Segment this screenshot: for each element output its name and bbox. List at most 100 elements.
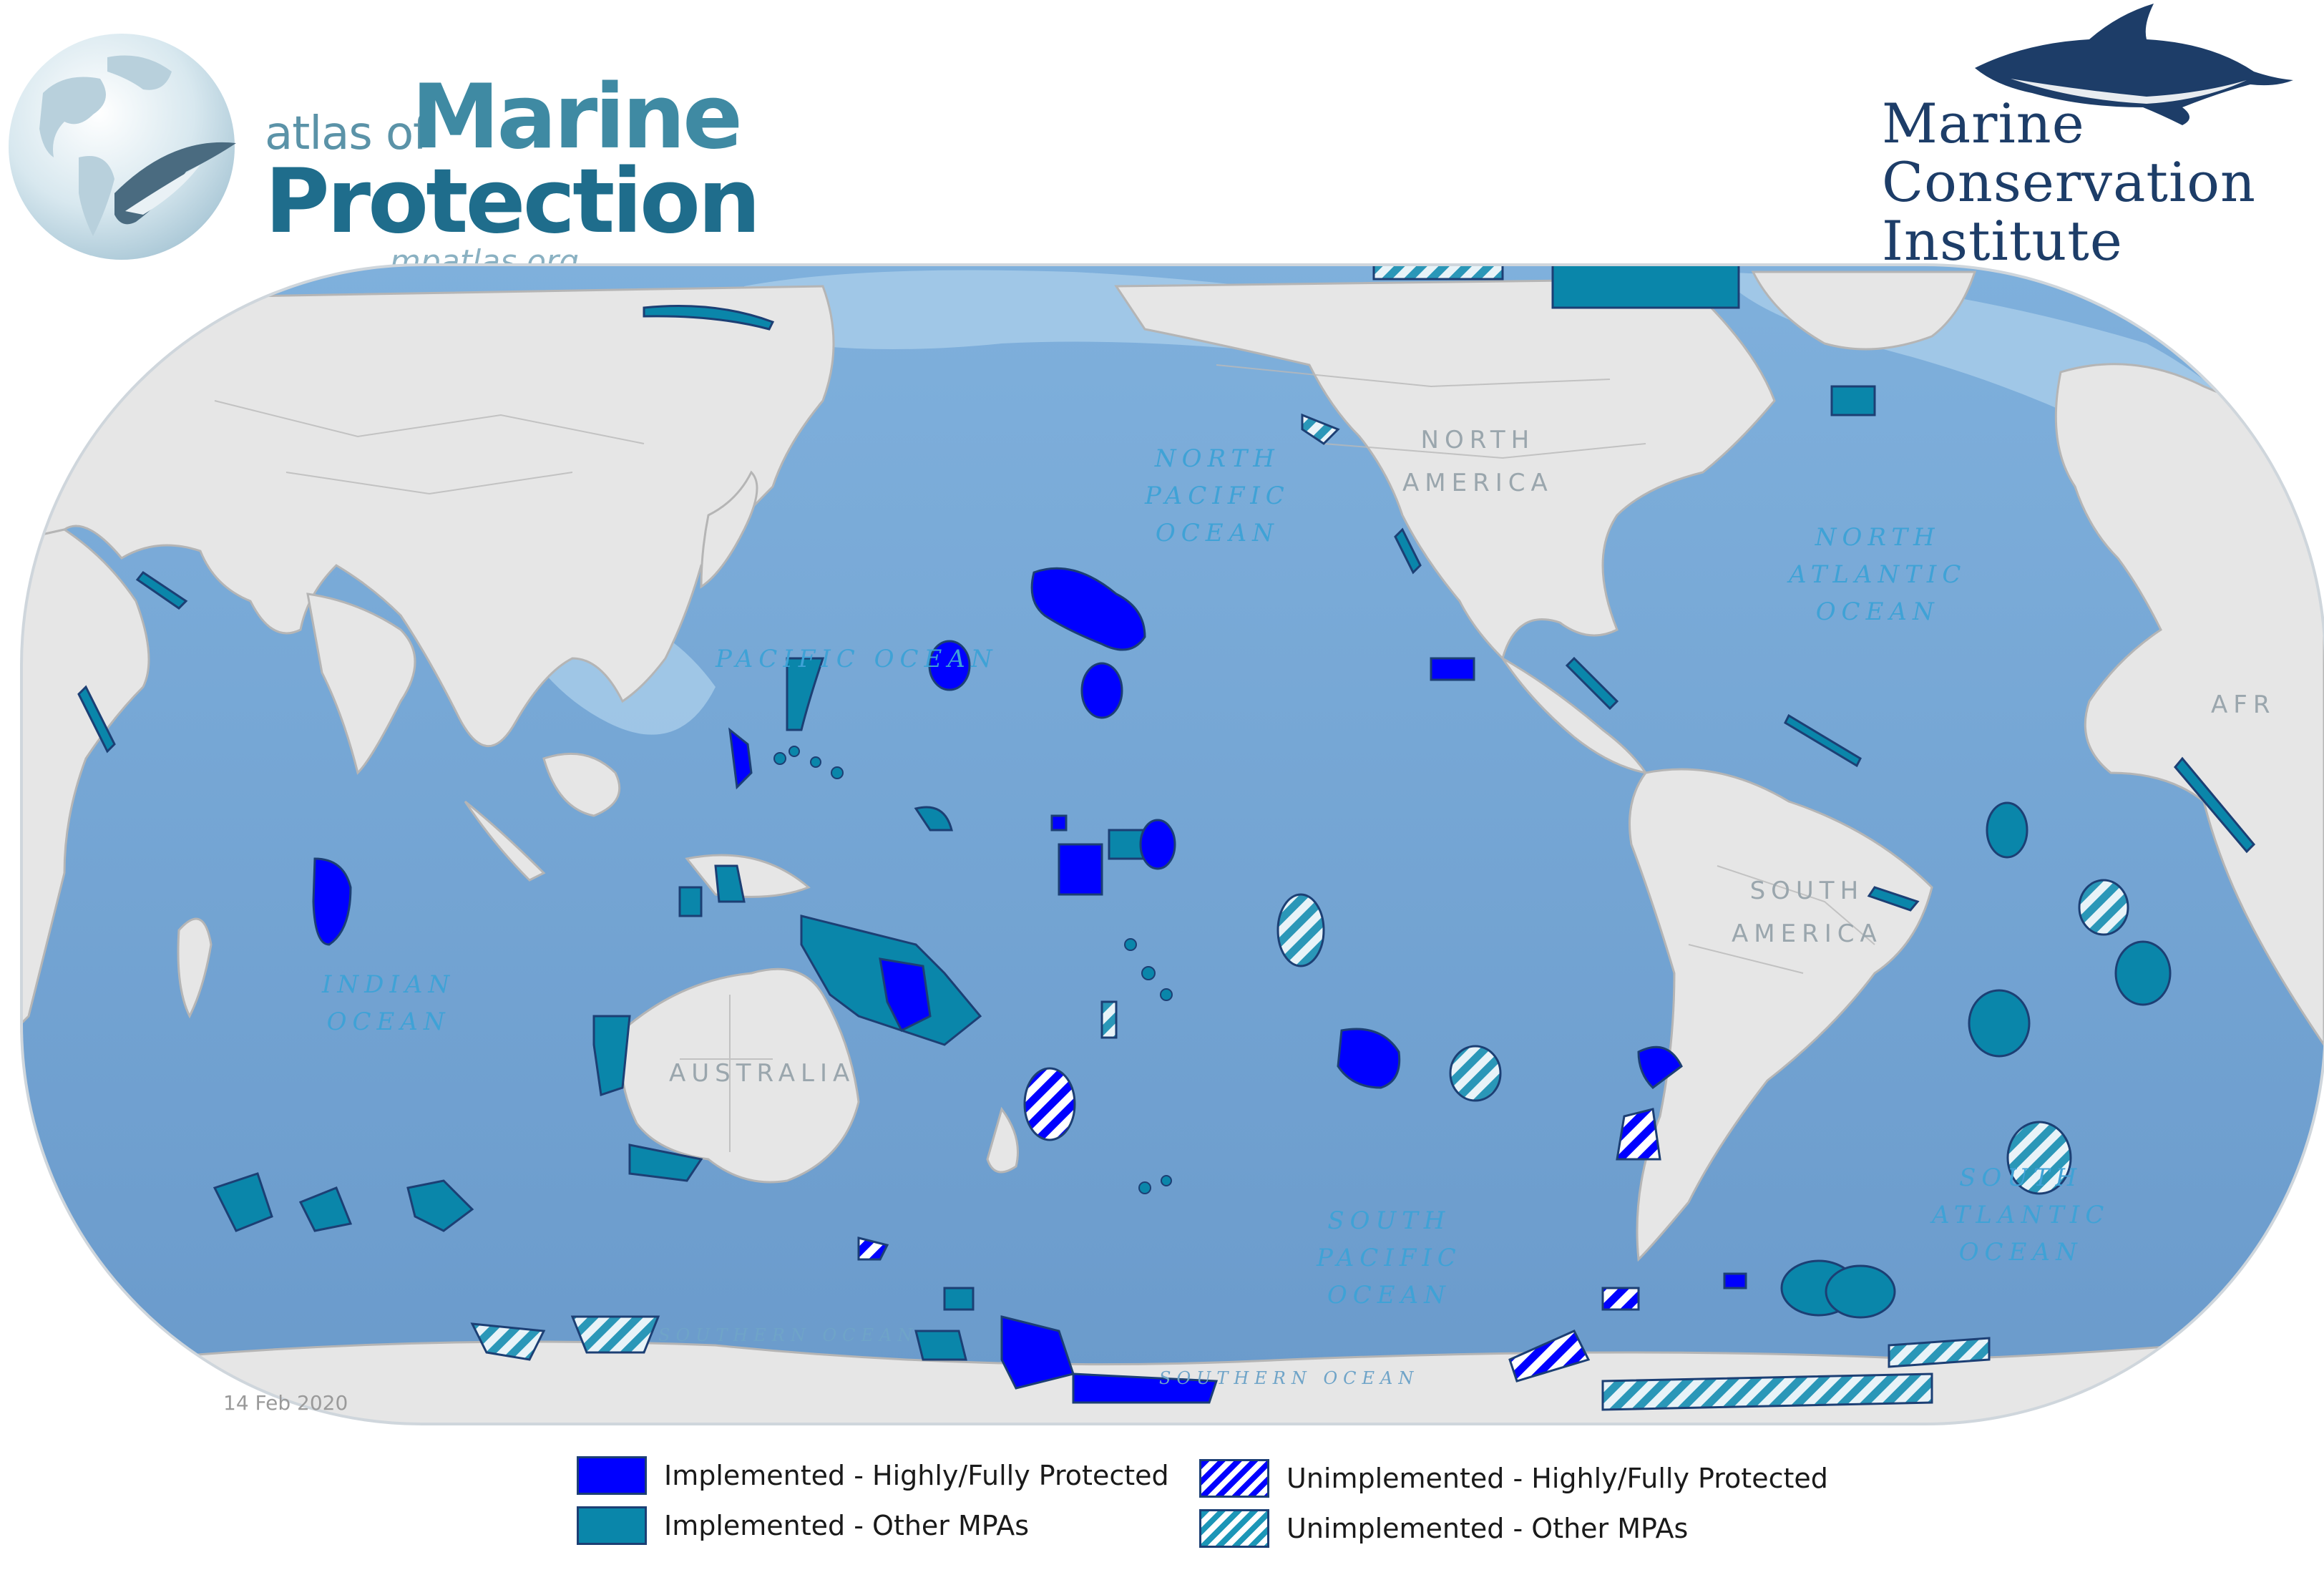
- logo-marine-text: Marine: [411, 66, 743, 169]
- map-frame: [20, 263, 2324, 1425]
- greenland-landmass: [1751, 270, 1977, 351]
- mpa-shape: [298, 1186, 353, 1232]
- label-north-america: NORTH AMERICA: [1402, 426, 1553, 497]
- mpa-shape: [1449, 1045, 1502, 1102]
- dolphin-icon: [1975, 4, 2293, 125]
- logo-protection-text: Protection: [265, 150, 761, 253]
- mpa-shape: [1276, 893, 1325, 967]
- mpa-shape: [1888, 1337, 1991, 1368]
- globe-shark-icon: [9, 34, 236, 260]
- label-south-america: SOUTH AMERICA: [1732, 877, 1883, 948]
- label-north-pacific-ocean: NORTH PACIFIC OCEAN: [1145, 444, 1290, 547]
- mpa-shape: [1723, 1272, 1747, 1289]
- marine-conservation-institute-logo: Marine Conservation Institute: [1860, 0, 2318, 273]
- mpa-shape: [714, 864, 746, 903]
- legend-label: Unimplemented - Highly/Fully Protected: [1286, 1463, 1828, 1494]
- label-africa: AFR: [2211, 691, 2276, 719]
- island-mpa-specks: [773, 746, 1173, 1194]
- mpa-shape: [1337, 1028, 1401, 1089]
- india-landmass: [306, 592, 416, 775]
- mpa-shape: [312, 857, 352, 946]
- mpa-shape: [857, 1237, 889, 1261]
- implemented-highly-protected-mpas: [312, 567, 1747, 1404]
- mpa-shape: [628, 1143, 703, 1182]
- mpa-shape: [1616, 1108, 1661, 1161]
- mpa-shape: [1372, 265, 1504, 281]
- mpa-shape: [786, 657, 825, 731]
- mpa-shape: [1023, 1067, 1076, 1141]
- mpa-shape: [2114, 940, 2172, 1006]
- legend-item-implemented-other: Implemented - Other MPAs: [577, 1504, 1029, 1547]
- japan-landmass: [700, 470, 758, 589]
- mpa-shape: [1508, 1330, 1591, 1382]
- mpa-shape: [213, 1172, 273, 1232]
- legend-swatch-implemented-other: [577, 1506, 647, 1545]
- mpa-shape: [728, 727, 753, 790]
- mpa-shape: [1986, 801, 2028, 859]
- mpa-shape: [1100, 1000, 1118, 1039]
- mpa-shape: [914, 806, 953, 832]
- mpa-shape: [914, 1330, 967, 1361]
- mpa-shape: [1825, 1264, 1896, 1319]
- madagascar-landmass: [177, 917, 213, 1019]
- world-mpa-map: [20, 263, 2324, 1425]
- legend-label: Implemented - Other MPAs: [664, 1510, 1030, 1541]
- legend-swatch-implemented-high: [577, 1456, 647, 1495]
- map-content: [21, 265, 2324, 1424]
- mpa-shape: [678, 886, 703, 917]
- mpa-shape: [1072, 1372, 1219, 1404]
- mpa-shape: [1637, 1045, 1683, 1089]
- map-date: 14 Feb 2020: [223, 1391, 348, 1415]
- label-southern-ocean-right: SOUTHERN OCEAN: [1159, 1368, 1420, 1388]
- mpa-shape: [1080, 662, 1123, 719]
- mpa-shape: [928, 640, 971, 691]
- sumatra-landmass: [464, 800, 546, 882]
- legend-item-implemented-high: Implemented - Highly/Fully Protected: [577, 1454, 1169, 1497]
- mci-logo-line-institute: Institute: [1882, 209, 2123, 273]
- mpa-shape: [1050, 814, 1068, 832]
- logo-atlas-of-text: atlas of: [265, 107, 429, 160]
- label-south-atlantic-ocean: SOUTH ATLANTIC OCEAN: [1932, 1164, 2110, 1267]
- mpa-shape: [1601, 1287, 1640, 1311]
- mpa-shape: [1430, 657, 1475, 681]
- mpa-shape: [1030, 567, 1146, 651]
- australia-landmass: [620, 967, 860, 1184]
- mpa-shape: [1000, 1315, 1075, 1390]
- mpa-shape: [406, 1179, 474, 1232]
- legend-item-unimplemented-other: Unimplemented - Other MPAs: [1199, 1507, 1688, 1550]
- new-zealand-landmass: [986, 1106, 1019, 1174]
- borneo-landmass: [542, 752, 621, 817]
- unimplemented-other-mpas: [470, 265, 2129, 1411]
- implemented-other-mpas: [213, 265, 2172, 1361]
- mpa-shape: [1301, 413, 1340, 445]
- mpa-shape: [470, 1322, 546, 1361]
- mci-logo-line-conservation: Conservation: [1882, 150, 2256, 214]
- label-australia: AUSTRALIA: [669, 1059, 856, 1088]
- legend-swatch-unimplemented-high: [1199, 1459, 1269, 1498]
- unimplemented-highly-protected-mpas: [857, 1067, 1661, 1382]
- label-southern-ocean: SOUTHERN OCEAN: [658, 1325, 919, 1345]
- mpa-shape: [1968, 989, 2031, 1058]
- label-south-pacific-ocean: SOUTH PACIFIC OCEAN: [1317, 1206, 1462, 1310]
- label-indian-ocean: INDIAN OCEAN: [322, 970, 456, 1036]
- mpa-shape: [1058, 843, 1103, 896]
- label-pacific-ocean: PACIFIC OCEAN: [716, 645, 998, 673]
- atlas-of-marine-protection-logo: atlas of Marine Protection mpatlas.org: [0, 29, 761, 280]
- legend-item-unimplemented-high: Unimplemented - Highly/Fully Protected: [1199, 1457, 1828, 1500]
- mpa-shape: [2078, 879, 2129, 936]
- legend-label: Unimplemented - Other MPAs: [1286, 1513, 1689, 1544]
- label-north-atlantic-ocean: NORTH ATLANTIC OCEAN: [1789, 523, 1967, 626]
- mpa-shape: [2006, 1121, 2072, 1195]
- mpa-shape: [943, 1287, 975, 1311]
- mpa-shape: [570, 1315, 660, 1354]
- country-borders: [214, 364, 1875, 1152]
- north-america-landmass: [1114, 278, 1776, 660]
- mpa-shape: [1830, 385, 1876, 416]
- legend-swatch-unimplemented-other: [1199, 1509, 1269, 1548]
- coastal-mpa-slivers: [77, 305, 2256, 912]
- mpa-shape: [1551, 265, 1740, 309]
- mpa-shape: [879, 957, 932, 1033]
- legend-label: Implemented - Highly/Fully Protected: [664, 1460, 1169, 1491]
- mpa-shape: [1139, 819, 1176, 870]
- mci-logo-line-marine: Marine: [1882, 92, 2085, 155]
